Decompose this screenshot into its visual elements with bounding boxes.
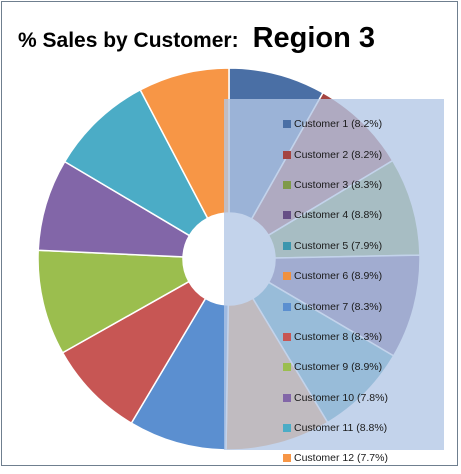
legend-swatch-1 — [283, 120, 291, 129]
legend-label-12: Customer 12 (7.7%) — [294, 452, 388, 465]
legend-item-6: Customer 6 (8.9%) — [283, 261, 388, 291]
legend-swatch-3 — [283, 180, 291, 189]
legend-item-10: Customer 10 (7.8%) — [283, 383, 388, 413]
legend-item-8: Customer 8 (8.3%) — [283, 322, 388, 352]
chart-title: % Sales by Customer: Region 3 — [18, 22, 375, 55]
legend-label-6: Customer 6 (8.9%) — [294, 270, 383, 283]
legend-label-5: Customer 5 (7.9%) — [294, 239, 383, 252]
slice-11 — [63, 88, 209, 237]
legend-item-3: Customer 3 (8.3%) — [283, 170, 388, 200]
legend-swatch-2 — [283, 150, 291, 159]
legend-swatch-11 — [283, 424, 291, 433]
legend-swatch-6 — [283, 272, 291, 281]
legend-swatch-9 — [283, 363, 291, 372]
legend-item-7: Customer 7 (8.3%) — [283, 291, 388, 321]
slice-9 — [37, 249, 190, 354]
chart-title-main: % Sales by Customer: — [18, 29, 239, 52]
legend-item-11: Customer 11 (8.8%) — [283, 413, 388, 443]
legend-item-9: Customer 9 (8.9%) — [283, 352, 388, 382]
legend-label-3: Customer 3 (8.3%) — [294, 178, 383, 191]
chart-title-region: Region 3 — [252, 22, 376, 54]
legend-swatch-12 — [283, 454, 291, 463]
legend-label-11: Customer 11 (8.8%) — [294, 422, 388, 435]
legend-swatch-7 — [283, 302, 291, 311]
legend-label-2: Customer 2 (8.2%) — [294, 148, 383, 161]
legend-item-5: Customer 5 (7.9%) — [283, 231, 388, 261]
legend-label-4: Customer 4 (8.8%) — [294, 209, 383, 222]
slice-10 — [37, 160, 191, 258]
legend-swatch-8 — [283, 332, 291, 341]
legend-label-10: Customer 10 (7.8%) — [294, 391, 388, 404]
legend-item-2: Customer 2 (8.2%) — [283, 139, 388, 169]
legend-item-12: Customer 12 (7.7%) — [283, 443, 388, 473]
legend-label-8: Customer 8 (8.3%) — [294, 330, 383, 343]
legend-item-1: Customer 1 (8.2%) — [283, 109, 388, 139]
slice-12 — [139, 67, 230, 220]
legend-label-7: Customer 7 (8.3%) — [294, 300, 383, 313]
legend-label-9: Customer 9 (8.9%) — [294, 361, 383, 374]
legend-swatch-5 — [283, 241, 291, 250]
legend-swatch-10 — [283, 393, 291, 402]
legend-panel — [224, 99, 444, 450]
chart-legend: Customer 1 (8.2%) Customer 2 (8.2%) Custom… — [283, 109, 388, 474]
legend-item-4: Customer 4 (8.8%) — [283, 200, 388, 230]
legend-label-1: Customer 1 (8.2%) — [294, 118, 383, 131]
legend-swatch-4 — [283, 211, 291, 220]
